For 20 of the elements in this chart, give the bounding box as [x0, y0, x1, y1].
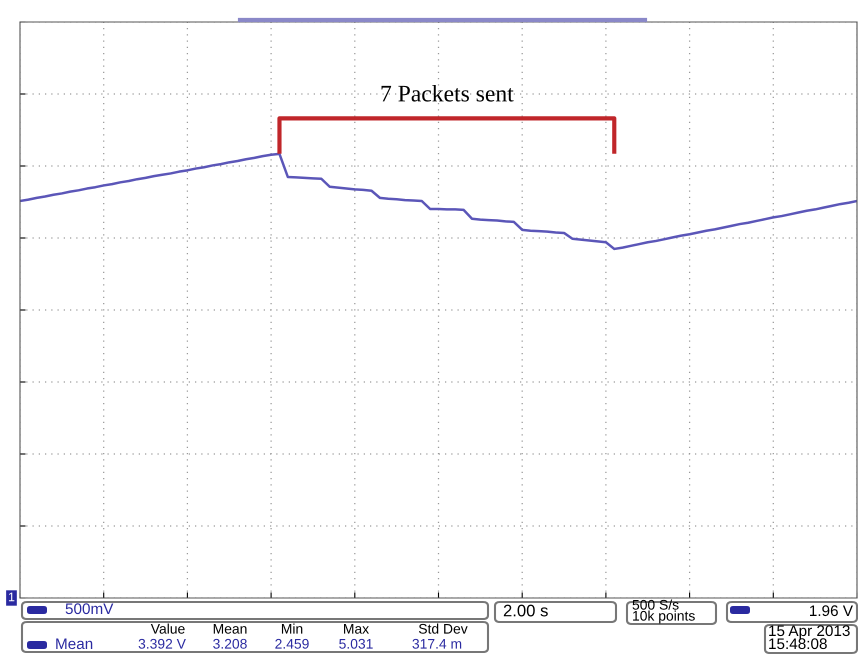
text: 317.4 m — [412, 638, 462, 649]
text: 2.459 — [275, 638, 309, 649]
text: 15 Apr 2013 — [769, 625, 850, 640]
text: 7 Packets sent — [382, 84, 514, 102]
text: 500 S/s — [632, 600, 679, 610]
text: 2.00 s — [504, 604, 548, 616]
text: 10k points — [633, 610, 695, 624]
text: Std Dev — [418, 624, 468, 634]
text: Mean — [214, 624, 246, 634]
text: Min — [282, 624, 302, 634]
text: Max — [344, 624, 369, 634]
text: Value — [150, 624, 185, 634]
text: Mean — [56, 638, 92, 650]
text: 500mV — [66, 603, 114, 614]
text: 1 — [8, 592, 14, 602]
text: 15:48:08 — [769, 638, 827, 650]
text: 3.392 V — [138, 638, 186, 649]
text: 1.96 V — [810, 605, 853, 616]
text: 3.208 — [213, 638, 247, 649]
text: 5.031 — [339, 638, 373, 649]
